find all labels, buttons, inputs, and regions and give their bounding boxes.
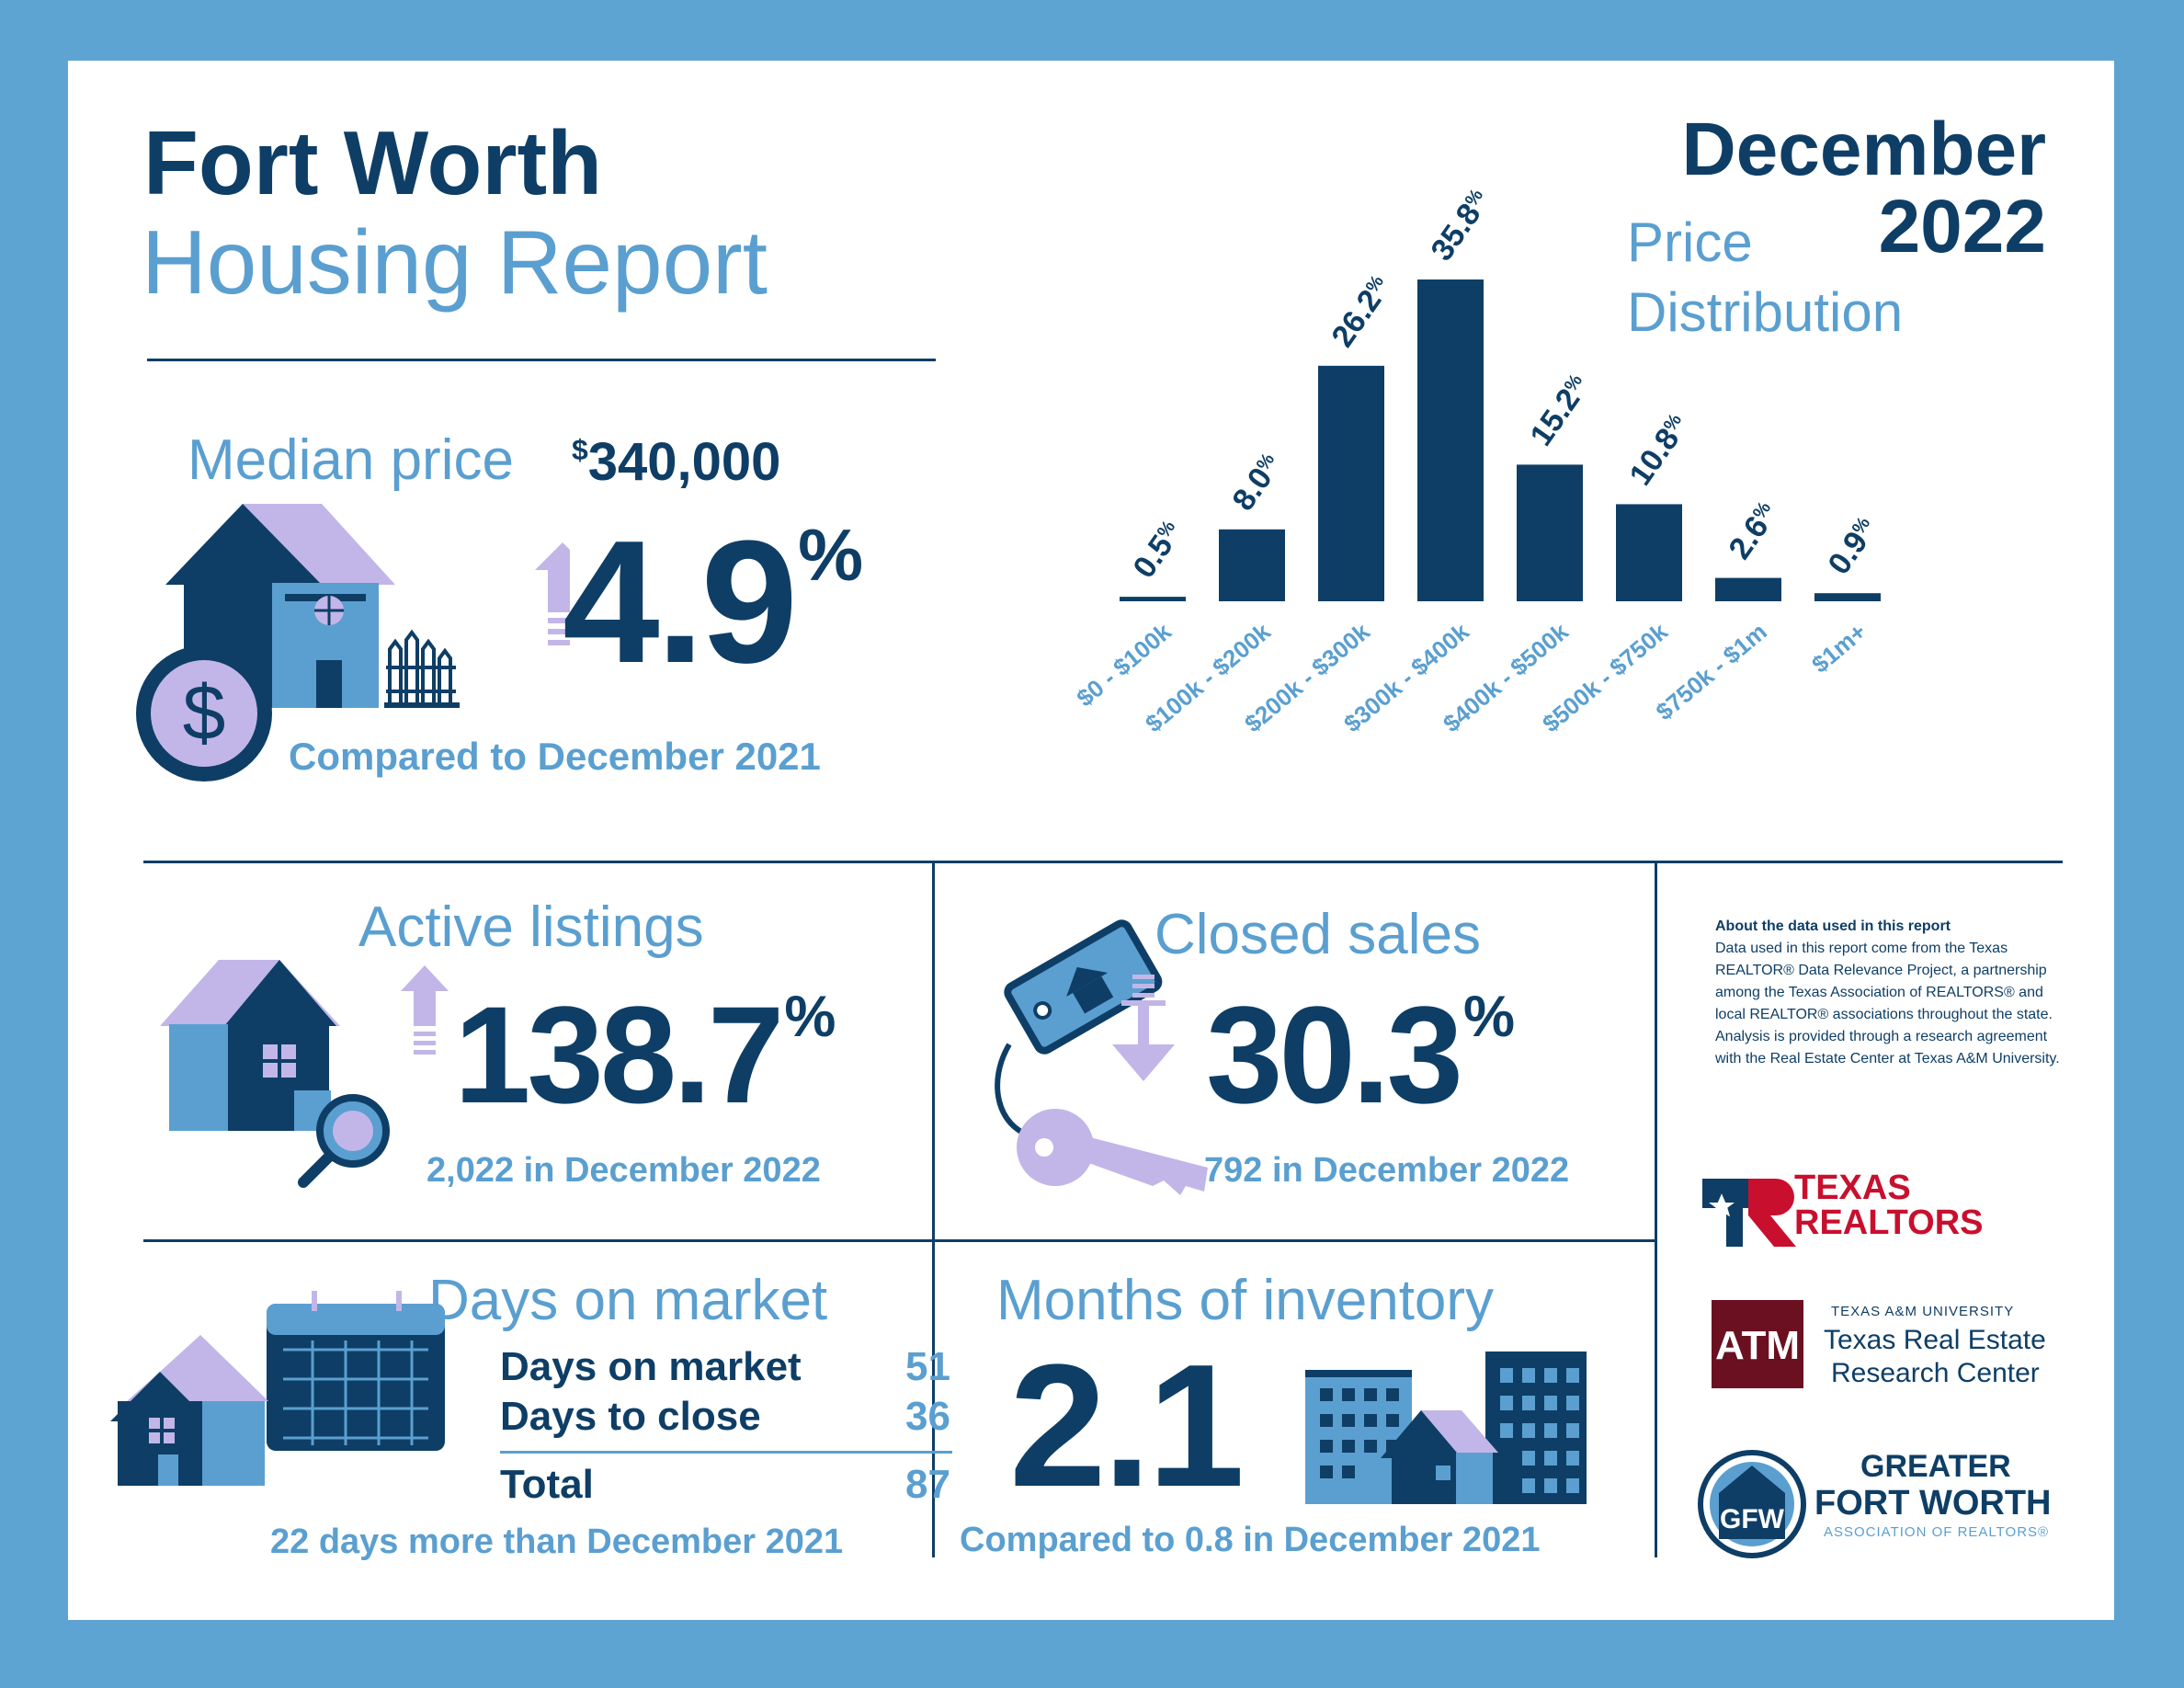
dollar-sign: $	[572, 433, 588, 466]
gfw-line1: GREATER	[1860, 1449, 2011, 1484]
bar-5	[1616, 504, 1682, 601]
bar-0	[1120, 597, 1186, 601]
days-on-market-comparison: 22 days more than December 2021	[270, 1523, 844, 1561]
house-search-icon	[160, 960, 449, 1188]
category-label-7: $1m+	[1806, 618, 1871, 679]
months-inventory-comparison: Compared to 0.8 in December 2021	[960, 1521, 1541, 1559]
bar-4	[1517, 464, 1583, 601]
section-divider	[143, 861, 2063, 863]
median-price-comparison: Compared to December 2021	[289, 735, 821, 778]
months-inventory-value: 2.1	[1009, 1329, 1245, 1523]
value-label-4: 15.2%	[1523, 369, 1596, 452]
svg-text:GFW: GFW	[1720, 1504, 1785, 1534]
active-listings-change: 138.7%	[454, 985, 836, 1123]
category-label-6: $750k - $1m	[1651, 618, 1772, 726]
closed-sales-detail: 792 in December 2022	[1204, 1151, 1570, 1190]
row-divider	[143, 1239, 1656, 1242]
texas-realtors-logo	[1702, 1179, 1796, 1247]
active-listings-detail: 2,022 in December 2022	[427, 1151, 821, 1190]
tamu-atm-icon: ATM	[1715, 1323, 1800, 1368]
percent-sign: %	[1462, 985, 1515, 1050]
closed-change-number: 30.3	[1206, 977, 1463, 1132]
days-on-market-label: Days on market	[428, 1269, 828, 1332]
svg-text:$: $	[183, 669, 226, 756]
value-label-1: 8.0%	[1225, 448, 1289, 517]
value-label-3: 35.8%	[1424, 184, 1496, 268]
percent-sign: %	[784, 985, 836, 1050]
report-month: December	[1681, 108, 2046, 191]
total-divider	[500, 1451, 952, 1454]
active-change-number: 138.7	[454, 977, 784, 1132]
tamu-center-line1: Texas Real Estate	[1824, 1325, 2046, 1355]
closed-sales-change: 30.3%	[1206, 985, 1515, 1123]
bar-7	[1814, 593, 1881, 601]
row-value: 36	[905, 1394, 950, 1439]
calendar-house-icon	[110, 1291, 445, 1486]
svg-text:ATM: ATM	[1715, 1323, 1800, 1368]
column-divider-2	[1655, 862, 1657, 1557]
value-label-6: 2.6%	[1722, 496, 1785, 565]
gfw-logo-mark: GFW	[1698, 1450, 1806, 1558]
median-change-number: 4.9	[563, 505, 798, 700]
city-buildings-icon	[1305, 1352, 1587, 1504]
row-name: Days on market	[500, 1344, 802, 1389]
tamu-center-line2: Research Center	[1831, 1358, 2040, 1388]
report-card: Fort Worth Housing Report December 2022 …	[68, 61, 2114, 1620]
median-price-change: 4.9%	[563, 513, 863, 690]
texas-realtors-text-2: REALTORS	[1794, 1203, 1984, 1242]
median-price-value: $340,000	[572, 433, 780, 489]
page-subtitle: Housing Report	[142, 211, 768, 313]
days-to-close-row: Days to close 36	[500, 1394, 950, 1440]
row-name: Days to close	[500, 1394, 761, 1439]
percent-sign: %	[798, 513, 863, 596]
key-tag-icon	[995, 919, 1208, 1195]
tamu-logo-mark: ATM	[1712, 1300, 1803, 1388]
gfw-line2: FORT WORTH	[1814, 1484, 2052, 1523]
active-listings-label: Active listings	[358, 895, 704, 959]
value-label-5: 10.8%	[1622, 408, 1695, 492]
texas-realtors-text-1: TEXAS	[1794, 1169, 1911, 1207]
row-value: 51	[905, 1344, 950, 1389]
total-row: Total 87	[500, 1462, 950, 1508]
closed-sales-label: Closed sales	[1155, 903, 1481, 966]
tamu-university-label: TEXAS A&M UNIVERSITY	[1831, 1304, 2015, 1319]
report-year: 2022	[1878, 185, 2046, 268]
value-label-0: 0.5%	[1126, 515, 1189, 584]
page-title: Fort Worth	[143, 112, 602, 213]
gfw-line3: ASSOCIATION OF REALTORS®	[1824, 1524, 2050, 1540]
bar-2	[1318, 365, 1384, 601]
value-label-7: 0.9%	[1821, 512, 1884, 581]
bar-3	[1417, 279, 1484, 601]
bar-1	[1219, 529, 1285, 601]
chart-title-line2: Distribution	[1627, 281, 1904, 343]
median-price-number: 340,000	[587, 432, 781, 492]
total-value: 87	[905, 1462, 950, 1507]
days-on-market-row: Days on market 51	[500, 1344, 950, 1390]
bar-6	[1715, 577, 1781, 601]
months-inventory-label: Months of inventory	[996, 1269, 1495, 1332]
column-divider-1	[932, 862, 935, 1557]
total-label: Total	[500, 1462, 594, 1507]
chart-title-line1: Price	[1627, 211, 1753, 273]
value-label-2: 26.2%	[1325, 270, 1397, 354]
about-heading: About the data used in this report	[1715, 918, 1951, 934]
median-price-label: Median price	[188, 428, 514, 492]
about-body: Data used in this report come from the T…	[1715, 941, 2060, 1066]
title-divider	[147, 359, 936, 361]
house-money-icon: $	[136, 504, 570, 781]
